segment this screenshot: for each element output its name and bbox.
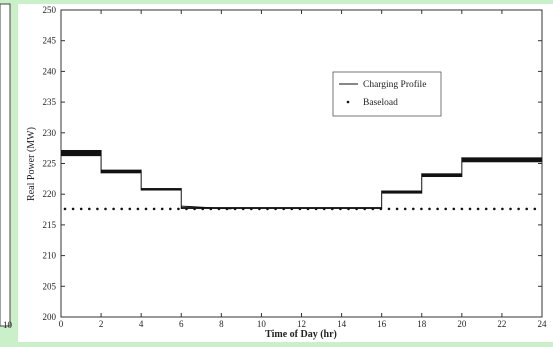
charging-profile-band — [101, 169, 142, 174]
baseload-point — [460, 207, 464, 211]
y-tick-label: 240 — [43, 66, 57, 76]
baseload-point — [428, 207, 431, 211]
charging-profile-band — [381, 190, 422, 194]
y-tick-label: 250 — [43, 5, 57, 15]
charging-profile-band — [421, 173, 462, 178]
x-tick-label: 10 — [257, 319, 267, 329]
y-axis-label: Real Power (MW) — [26, 127, 37, 201]
baseload-point — [177, 207, 180, 211]
baseload-point — [493, 207, 496, 211]
baseload-point — [71, 207, 75, 211]
baseload-point — [412, 207, 415, 211]
x-axis-label: Time of Day (hr) — [265, 329, 337, 340]
baseload-point — [476, 207, 480, 211]
baseload-point — [436, 207, 439, 211]
baseload-point — [152, 207, 156, 211]
legend-dot-swatch — [346, 100, 350, 104]
y-tick-label: 245 — [43, 36, 57, 46]
charging-profile-ramp — [181, 205, 232, 210]
x-tick-label: 24 — [538, 319, 548, 329]
baseload-point — [387, 207, 391, 211]
charging-profile-band — [461, 157, 542, 163]
x-tick-label: 18 — [417, 319, 427, 329]
x-tick-label: 22 — [497, 319, 506, 329]
baseload-point — [136, 207, 140, 211]
y-tick-label: 210 — [43, 251, 57, 261]
left-partial-tick-label: 10 — [3, 320, 13, 330]
baseload-point — [444, 207, 448, 211]
charging-profile-series — [61, 149, 542, 210]
x-tick-label: 2 — [99, 319, 104, 329]
x-tick-label: 8 — [219, 319, 224, 329]
legend-label-charging-profile: Charging Profile — [363, 79, 426, 90]
legend: Charging Profile Baseload — [332, 71, 442, 117]
baseload-point — [403, 207, 407, 211]
y-tick-label: 220 — [43, 189, 57, 199]
baseload-point — [395, 207, 399, 211]
y-tick-label: 225 — [43, 159, 57, 169]
baseload-point — [104, 207, 107, 211]
charging-profile-band — [141, 188, 182, 191]
x-axis: 0 2 4 6 8 10 12 14 16 18 20 22 24 — [59, 10, 547, 329]
baseload-point — [501, 207, 504, 211]
x-tick-label: 16 — [377, 319, 387, 329]
legend-box — [332, 71, 442, 117]
plot-area — [60, 9, 543, 318]
y-tick-label: 235 — [43, 97, 57, 107]
baseload-point — [128, 207, 132, 211]
x-tick-label: 20 — [457, 319, 467, 329]
baseload-point — [533, 207, 537, 211]
x-tick-label: 4 — [139, 319, 144, 329]
y-tick-label: 215 — [43, 220, 57, 230]
y-axis: 200 205 210 215 220 225 230 235 240 245 250 — [43, 5, 542, 322]
y-tick-label: 200 — [43, 312, 57, 322]
x-tick-label: 0 — [59, 319, 64, 329]
x-tick-label: 12 — [297, 319, 306, 329]
y-tick-label: 230 — [43, 128, 57, 138]
charging-profile-band — [181, 207, 382, 209]
baseload-point — [96, 207, 99, 211]
baseload-point — [484, 207, 488, 211]
baseload-point — [88, 207, 91, 211]
charging-profile-band — [61, 149, 102, 157]
x-tick-label: 14 — [337, 319, 347, 329]
baseload-point — [468, 207, 472, 211]
baseload-point — [509, 207, 512, 211]
baseload-point — [112, 207, 115, 211]
x-tick-label: 6 — [179, 319, 184, 329]
legend-label-baseload: Baseload — [363, 98, 398, 108]
baseload-point — [525, 207, 528, 211]
baseload-point — [517, 207, 520, 211]
baseload-point — [420, 207, 423, 211]
left-partial-panel — [0, 3, 11, 327]
y-tick-label: 205 — [43, 281, 57, 291]
baseload-point — [169, 207, 172, 211]
baseload-point — [63, 207, 67, 211]
baseload-point — [160, 207, 164, 211]
baseload-point — [452, 207, 456, 211]
baseload-point — [120, 207, 123, 211]
baseload-point — [144, 207, 148, 211]
baseload-point — [79, 207, 83, 211]
